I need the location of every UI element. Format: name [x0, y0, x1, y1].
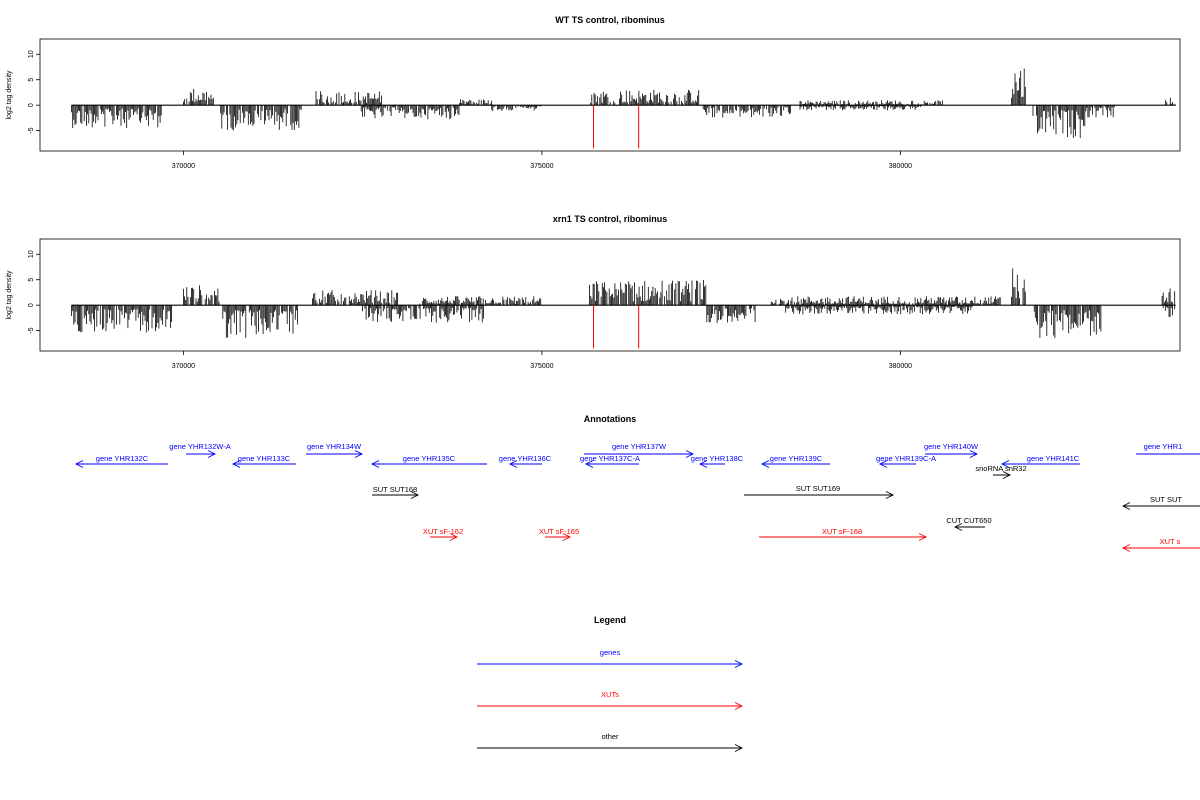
feature-arrow: [584, 450, 695, 458]
x-tick-label: 375000: [530, 163, 553, 170]
xrn1-axes: 370000 375000 380000 10 5 0 -5: [28, 250, 912, 370]
wt-y-axis-label: log2 tag density: [6, 70, 13, 120]
y-tick-label: 5: [28, 78, 35, 82]
feature-arrow: [1121, 502, 1200, 510]
feature-label: gene YHR134W: [307, 442, 362, 451]
feature-arrow: [760, 460, 830, 468]
feature-label: gene YHR1: [1144, 442, 1183, 451]
legend-arrow: [477, 744, 744, 752]
feature-arrow: [508, 460, 542, 468]
feature-label: SUT SUT: [1150, 495, 1182, 504]
y-tick-label: 5: [28, 278, 35, 282]
feature-label: SUT SUT169: [796, 484, 840, 493]
feature-label: gene YHR133C: [238, 454, 291, 463]
feature-label: gene YHR132W-A: [169, 442, 230, 451]
feature-label: gene YHR139C: [770, 454, 823, 463]
x-tick-label: 370000: [172, 163, 195, 170]
y-tick-label: 0: [28, 103, 35, 107]
feature-label: gene YHR139C-A: [876, 454, 936, 463]
feature-list: gene YHR132C gene YHR132W-A gene YHR133C ge…: [74, 442, 1200, 552]
feature-arrow: [925, 450, 979, 458]
feature-arrow: [545, 533, 572, 541]
feature-label: gene YHR132C: [96, 454, 149, 463]
legend-arrow: [477, 702, 744, 710]
feature-arrow: [1121, 544, 1200, 552]
xrn1-panel-title: xrn1 TS control, ribominus: [553, 214, 668, 224]
xrn1-markers: [593, 305, 640, 349]
feature-label: XUT s: [1160, 537, 1181, 546]
feature-arrow: [370, 460, 487, 468]
feature-label: SUT SUT168: [373, 485, 417, 494]
feature-label: gene YHR138C: [691, 454, 744, 463]
feature-label: snoRNA snR32: [975, 464, 1026, 473]
legend: Legend genes XUTs other: [477, 615, 744, 752]
x-tick-label: 375000: [530, 363, 553, 370]
legend-arrow: [477, 660, 744, 668]
feature-arrow: [744, 491, 895, 499]
xrn1-bars: [71, 268, 1176, 339]
wt-density-panel: WT TS control, ribominus log2 tag densit…: [6, 15, 1181, 170]
feature-label: gene YHR135C: [403, 454, 456, 463]
feature-arrow: [698, 460, 725, 468]
legend-items: genes XUTs other: [477, 648, 744, 752]
y-tick-label: 10: [28, 250, 35, 258]
feature-arrow: [186, 450, 217, 458]
feature-arrow: [1136, 453, 1200, 455]
feature-label: gene YHR141C: [1027, 454, 1080, 463]
wt-axes: 370000 375000 380000 10 5 0 -5: [28, 50, 912, 170]
x-tick-label: 380000: [889, 163, 912, 170]
x-tick-label: 380000: [889, 363, 912, 370]
y-tick-label: -5: [28, 127, 35, 133]
feature-label: gene YHR137W: [612, 442, 667, 451]
y-tick-label: 0: [28, 303, 35, 307]
feature-arrow: [953, 523, 985, 531]
y-tick-label: 10: [28, 50, 35, 58]
feature-label: gene YHR137C-A: [580, 454, 640, 463]
annotations-title: Annotations: [584, 414, 637, 424]
feature-arrow: [1000, 460, 1080, 468]
feature-label: XUT sF-165: [539, 527, 579, 536]
wt-panel-title: WT TS control, ribominus: [555, 15, 665, 25]
xrn1-plot-frame: [39, 238, 1181, 352]
feature-label: CUT CUT650: [946, 516, 991, 525]
feature-arrow: [584, 460, 639, 468]
feature-arrow: [759, 533, 928, 541]
legend-label: genes: [600, 648, 621, 657]
feature-arrow: [878, 460, 916, 468]
feature-label: gene YHR140W: [924, 442, 979, 451]
legend-title: Legend: [594, 615, 626, 625]
feature-arrow: [306, 450, 364, 458]
wt-plot-frame: [39, 38, 1181, 152]
feature-arrow: [993, 471, 1012, 479]
feature-arrow: [74, 460, 168, 468]
feature-label: gene YHR136C: [499, 454, 552, 463]
x-tick-label: 370000: [172, 363, 195, 370]
xrn1-density-panel: xrn1 TS control, ribominus log2 tag dens…: [6, 214, 1181, 370]
feature-arrow: [231, 460, 296, 468]
feature-label: XUT sF-168: [822, 527, 862, 536]
wt-bars: [71, 68, 1176, 139]
legend-label: XUTs: [601, 690, 619, 699]
feature-arrow: [430, 533, 459, 541]
feature-label: XUT sF-162: [423, 527, 463, 536]
legend-label: other: [601, 732, 619, 741]
feature-arrow: [372, 491, 420, 499]
y-tick-label: -5: [28, 327, 35, 333]
xrn1-y-axis-label: log2 tag density: [6, 270, 13, 320]
wt-markers: [593, 105, 640, 149]
